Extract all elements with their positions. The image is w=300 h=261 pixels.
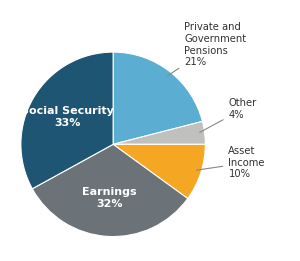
Text: Social Security
33%: Social Security 33%: [21, 106, 113, 128]
Text: Asset
Income
10%: Asset Income 10%: [196, 146, 265, 179]
Wedge shape: [113, 121, 205, 144]
Wedge shape: [113, 52, 202, 144]
Text: Private and
Government
Pensions
21%: Private and Government Pensions 21%: [167, 22, 246, 76]
Text: Other
4%: Other 4%: [200, 98, 256, 132]
Wedge shape: [32, 144, 188, 236]
Wedge shape: [113, 144, 205, 199]
Wedge shape: [21, 52, 113, 189]
Text: Earnings
32%: Earnings 32%: [82, 187, 137, 209]
